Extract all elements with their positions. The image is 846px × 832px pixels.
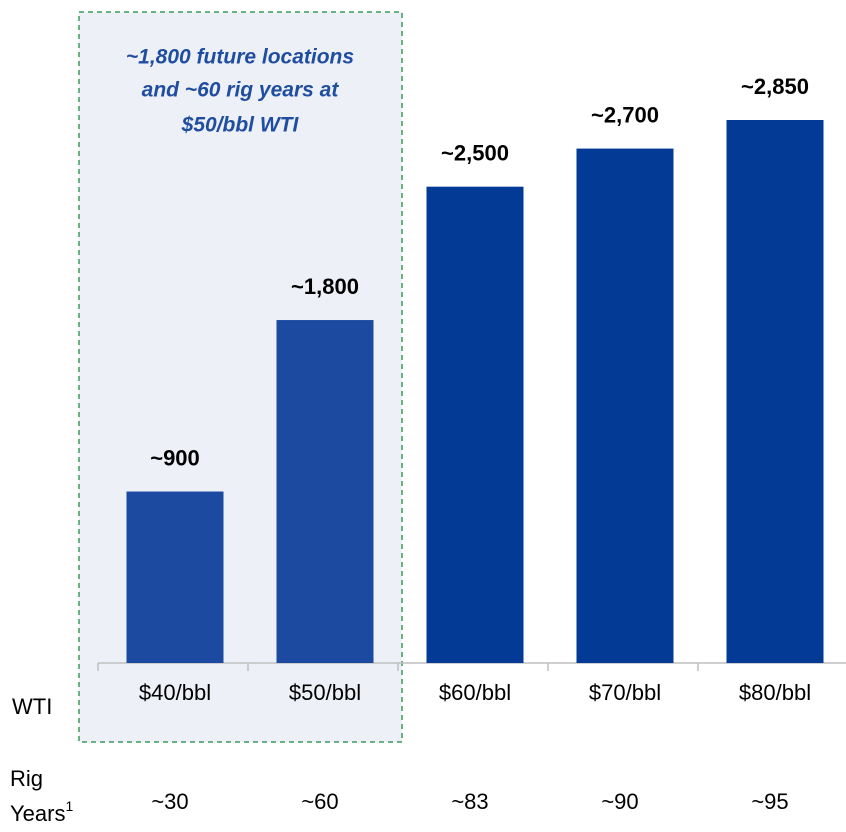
annotation: and ~60 rig years at	[142, 79, 340, 102]
row-label: Years1	[10, 798, 73, 826]
rig-years-value: ~30	[151, 789, 188, 814]
value-label: ~2,700	[591, 102, 659, 127]
rig-years-value: ~60	[301, 789, 338, 814]
annotation: $50/bbl WTI	[181, 114, 300, 137]
x-tick-label: $50/bbl	[289, 680, 361, 705]
annotation: ~1,800 future locations	[126, 46, 354, 69]
x-tick-label: $70/bbl	[589, 680, 661, 705]
bar	[276, 320, 374, 663]
value-label: ~1,800	[291, 274, 359, 299]
rig-years-value: ~83	[451, 789, 488, 814]
value-label: ~2,500	[441, 140, 509, 165]
bar	[726, 120, 824, 663]
x-tick-label: $80/bbl	[739, 680, 811, 705]
bar	[426, 186, 524, 663]
x-tick-label: $60/bbl	[439, 680, 511, 705]
row-label: WTI	[12, 694, 52, 719]
row-label-text: Years	[10, 801, 65, 826]
value-label: ~900	[150, 445, 200, 470]
value-label: ~2,850	[741, 74, 809, 99]
bar	[576, 148, 674, 663]
rig-years-value: ~95	[751, 789, 788, 814]
bar	[126, 491, 224, 663]
x-tick-label: $40/bbl	[139, 680, 211, 705]
row-label: Rig	[10, 766, 43, 791]
rig-years-value: ~90	[601, 789, 638, 814]
footnote: 1	[65, 798, 73, 814]
